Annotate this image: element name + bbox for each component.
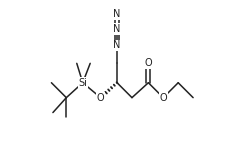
Text: O: O [145,58,152,68]
Text: N: N [113,40,121,50]
Text: O: O [159,93,167,103]
Text: Si: Si [78,78,87,88]
Text: N: N [113,24,121,34]
Text: N: N [113,9,121,19]
Text: O: O [97,93,104,103]
